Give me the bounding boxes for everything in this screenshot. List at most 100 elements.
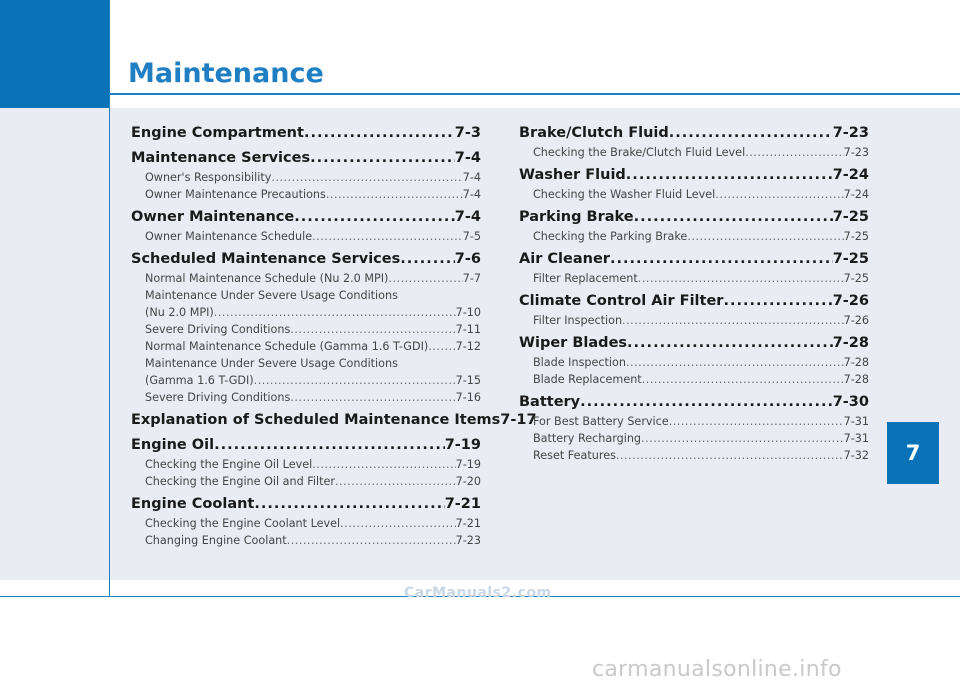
- toc-section-entry[interactable]: Engine Oil 7-19: [131, 435, 481, 456]
- toc-section-entry[interactable]: Engine Coolant 7-21: [131, 494, 481, 515]
- toc-subsection-entry[interactable]: Checking the Engine Coolant Level 7-21: [131, 515, 481, 532]
- toc-dot-leader: [428, 338, 455, 355]
- toc-dot-leader: [310, 148, 455, 169]
- toc-section-entry[interactable]: Owner Maintenance 7-4: [131, 207, 481, 228]
- toc-dot-leader: [626, 354, 844, 371]
- toc-page-number: 7-4: [462, 188, 481, 201]
- toc-entry-label: Engine Coolant: [131, 496, 255, 512]
- toc-dot-leader: [214, 304, 456, 321]
- toc-entry-label: Explanation of Scheduled Maintenance Ite…: [131, 412, 501, 428]
- toc-subsection-entry[interactable]: Filter Replacement 7-25: [519, 270, 869, 287]
- toc-entry-label: Checking the Washer Fluid Level: [533, 188, 716, 201]
- toc-entry-label: Engine Compartment: [131, 125, 304, 141]
- toc-subsection-entry[interactable]: Owner's Responsibility 7-4: [131, 169, 481, 186]
- toc-subsection-entry[interactable]: Checking the Washer Fluid Level 7-24: [519, 186, 869, 203]
- toc-entry-label: Scheduled Maintenance Services: [131, 251, 401, 267]
- toc-page-number: 7-31: [843, 432, 869, 445]
- toc-subsection-entry[interactable]: (Nu 2.0 MPI) 7-10: [131, 304, 481, 321]
- toc-page-number: 7-11: [455, 323, 481, 336]
- toc-subsection-line[interactable]: Maintenance Under Severe Usage Condition…: [131, 287, 481, 304]
- toc-subsection-entry[interactable]: Owner Maintenance Schedule 7-5: [131, 228, 481, 245]
- toc-page-number: 7-4: [454, 150, 481, 166]
- toc-subsection-line[interactable]: Maintenance Under Severe Usage Condition…: [131, 355, 481, 372]
- toc-subsection-entry[interactable]: Blade Inspection 7-28: [519, 354, 869, 371]
- toc-section-entry[interactable]: Washer Fluid 7-24: [519, 165, 869, 186]
- toc-dot-leader: [638, 270, 844, 287]
- toc-section-entry[interactable]: Brake/Clutch Fluid 7-23: [519, 123, 869, 144]
- bottom-divider: [0, 596, 960, 597]
- toc-page-number: 7-19: [444, 437, 481, 453]
- toc-section-entry[interactable]: Maintenance Services 7-4: [131, 148, 481, 169]
- toc-page-number: 7-32: [843, 449, 869, 462]
- chapter-tab[interactable]: 7: [887, 422, 939, 484]
- toc-section-entry[interactable]: Climate Control Air Filter 7-26: [519, 291, 869, 312]
- toc-dot-leader: [641, 430, 844, 447]
- toc-section-entry[interactable]: Scheduled Maintenance Services 7-6: [131, 249, 481, 270]
- toc-subsection-entry[interactable]: Filter Inspection 7-26: [519, 312, 869, 329]
- toc-entry-label: (Nu 2.0 MPI): [145, 306, 214, 319]
- toc-entry-label: Owner Maintenance Schedule: [145, 230, 313, 243]
- toc-dot-leader: [580, 392, 833, 413]
- toc-page-number: 7-21: [455, 517, 481, 530]
- toc-page-number: 7-20: [455, 475, 481, 488]
- toc-section-entry[interactable]: Battery 7-30: [519, 392, 869, 413]
- toc-section-entry[interactable]: Explanation of Scheduled Maintenance Ite…: [131, 410, 537, 431]
- toc-dot-leader: [626, 165, 833, 186]
- title-underline: [110, 93, 960, 95]
- toc-entry-label: Battery Recharging: [533, 432, 642, 445]
- toc-page-number: 7-24: [843, 188, 869, 201]
- toc-subsection-entry[interactable]: Checking the Brake/Clutch Fluid Level 7-2…: [519, 144, 869, 161]
- toc-subsection-entry[interactable]: Severe Driving Conditions 7-16: [131, 389, 481, 406]
- toc-subsection-entry[interactable]: For Best Battery Service 7-31: [519, 413, 869, 430]
- toc-page-number: 7-4: [454, 209, 481, 225]
- toc-dot-leader: [254, 494, 444, 515]
- toc-entry-label: Battery: [519, 394, 581, 410]
- toc-subsection-entry[interactable]: Normal Maintenance Schedule (Nu 2.0 MPI)…: [131, 270, 481, 287]
- toc-entry-label: Air Cleaner: [519, 251, 610, 267]
- toc-entry-label: Changing Engine Coolant: [145, 534, 287, 547]
- toc-entry-label: Normal Maintenance Schedule (Nu 2.0 MPI): [145, 272, 389, 285]
- toc-entry-label: Maintenance Services: [131, 150, 311, 166]
- toc-entry-label: Wiper Blades: [519, 335, 628, 351]
- toc-dot-leader: [400, 249, 455, 270]
- toc-page-number: 7-25: [843, 272, 869, 285]
- toc-dot-leader: [294, 207, 455, 228]
- toc-subsection-entry[interactable]: Blade Replacement 7-28: [519, 371, 869, 388]
- toc-page-number: 7-25: [832, 209, 869, 225]
- toc-page-number: 7-24: [832, 167, 869, 183]
- toc-section-entry[interactable]: Wiper Blades 7-28: [519, 333, 869, 354]
- toc-entry-label: Filter Replacement: [533, 272, 638, 285]
- toc-page-number: 7-28: [832, 335, 869, 351]
- toc-page-number: 7-12: [455, 340, 481, 353]
- toc-dot-leader: [669, 123, 833, 144]
- toc-subsection-entry[interactable]: Normal Maintenance Schedule (Gamma 1.6 T…: [131, 338, 481, 355]
- toc-entry-label: Checking the Brake/Clutch Fluid Level: [533, 146, 746, 159]
- toc-subsection-entry[interactable]: Battery Recharging 7-31: [519, 430, 869, 447]
- toc-subsection-entry[interactable]: Checking the Engine Oil Level 7-19: [131, 456, 481, 473]
- toc-section-entry[interactable]: Parking Brake 7-25: [519, 207, 869, 228]
- toc-subsection-entry[interactable]: Checking the Parking Brake 7-25: [519, 228, 869, 245]
- toc-subsection-entry[interactable]: Checking the Engine Oil and Filter 7-20: [131, 473, 481, 490]
- toc-page-number: 7-5: [462, 230, 481, 243]
- toc-page-number: 7-28: [843, 373, 869, 386]
- toc-subsection-entry[interactable]: Owner Maintenance Precautions 7-4: [131, 186, 481, 203]
- toc-subsection-entry[interactable]: (Gamma 1.6 T-GDI) 7-15: [131, 372, 481, 389]
- toc-section-entry[interactable]: Air Cleaner 7-25: [519, 249, 869, 270]
- toc-dot-leader: [610, 249, 833, 270]
- toc-subsection-entry[interactable]: Severe Driving Conditions 7-11: [131, 321, 481, 338]
- toc-entry-label: Engine Oil: [131, 437, 215, 453]
- toc-subsection-entry[interactable]: Changing Engine Coolant 7-23: [131, 532, 481, 549]
- toc-page-number: 7-23: [455, 534, 481, 547]
- toc-entry-label: Checking the Parking Brake: [533, 230, 688, 243]
- toc-section-entry[interactable]: Engine Compartment 7-3: [131, 123, 481, 144]
- toc-entry-label: For Best Battery Service: [533, 415, 669, 428]
- header-color-block: [0, 0, 110, 108]
- toc-entry-label: Severe Driving Conditions: [145, 323, 291, 336]
- toc-subsection-entry[interactable]: Reset Features 7-32: [519, 447, 869, 464]
- toc-entry-label: Normal Maintenance Schedule (Gamma 1.6 T…: [145, 340, 429, 353]
- toc-page-number: 7-31: [843, 415, 869, 428]
- toc-dot-leader: [290, 389, 455, 406]
- toc-dot-leader: [326, 186, 463, 203]
- page-title: Maintenance: [128, 58, 324, 89]
- toc-dot-leader: [745, 144, 843, 161]
